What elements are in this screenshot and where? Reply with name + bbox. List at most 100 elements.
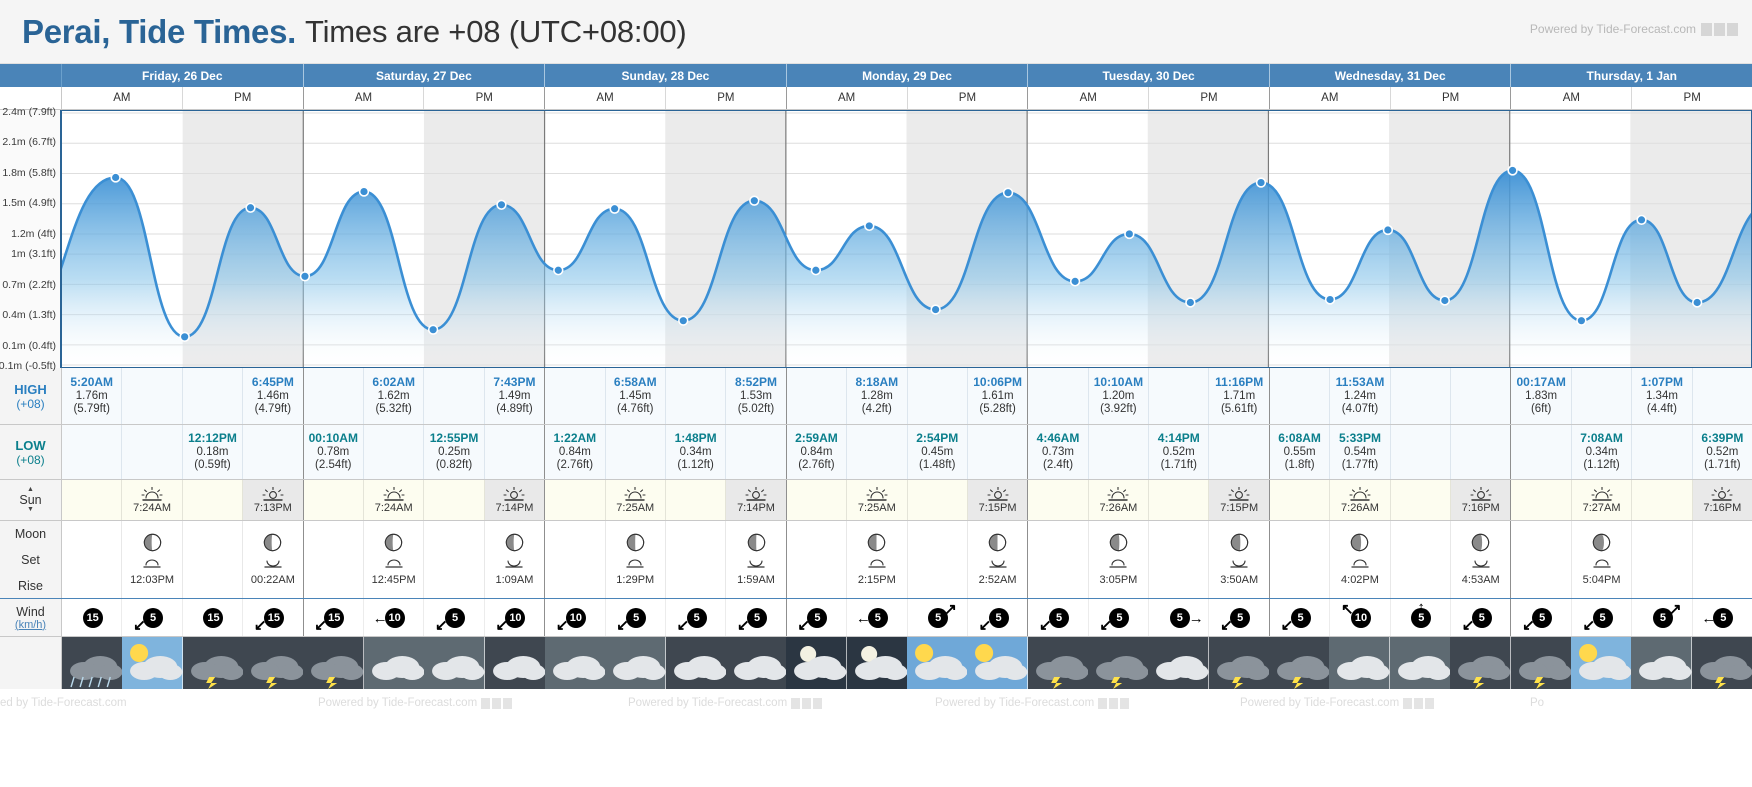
sun-cell-blank-5	[1390, 480, 1452, 520]
wind-badge: 5 ↙	[1583, 607, 1619, 633]
high-group-0: 5:20AM 1.76m (5.79ft) 6:45PM 1.46m (4.79ft)	[62, 368, 304, 424]
footer-watermark-2: Powered by Tide-Forecast.com	[628, 697, 823, 709]
high-time: 10:06PM	[973, 374, 1022, 389]
high-cell-2-2	[665, 368, 727, 424]
wind-cell-4-3: 5 ↙	[1209, 599, 1269, 636]
sun-group-6: 7:27AM 7:16PM	[1511, 480, 1752, 520]
high-feet: (4.89ft)	[496, 402, 533, 415]
high-feet: (5.61ft)	[1220, 402, 1258, 415]
ampm-cell-am-4: AM	[1028, 87, 1150, 109]
moon-group-4: 3:05PM 3:50AM	[1028, 521, 1270, 598]
moon-phase-icon	[1109, 533, 1128, 555]
weather-tile-cloudy-night	[665, 637, 726, 689]
high-group-1: 6:02AM 1.62m (5.32ft) 7:43PM 1.49m (4.89ft)	[303, 368, 546, 424]
y-axis-tick-2: 1.8m (5.8ft)	[2, 166, 56, 179]
low-group-3: 2:59AM 0.84m (2.76ft) 2:54PM 0.45m (1.48ft)	[786, 425, 1029, 479]
wind-unit-link[interactable]: (km/h)	[14, 618, 47, 631]
high-cell-0-1	[122, 368, 183, 424]
sun-cell-blank-0	[62, 480, 123, 520]
sun-cell-set-4: 7:15PM	[1209, 480, 1269, 520]
low-feet: (1.8ft)	[1284, 458, 1315, 471]
wind-direction-ne-icon: ↗	[944, 600, 957, 618]
high-feet: (4.76ft)	[617, 402, 654, 415]
high-feet: (5.79ft)	[73, 402, 110, 415]
wind-badge: 10 ←	[373, 607, 411, 629]
moon-cell-5-2	[1390, 521, 1452, 598]
wind-cell-1-2: 5 ↙	[424, 599, 485, 636]
high-group-4: 10:10AM 1.20m (3.92ft) 11:16PM 1.71m (5.61ft)	[1028, 368, 1270, 424]
wind-group-3: 5 ↙ 5 ← 5 ↗ 5 ↙	[786, 599, 1029, 636]
wind-direction-w-icon: ←	[1701, 609, 1717, 627]
weather-tile-cloudy	[1389, 637, 1451, 689]
wind-speed-value: 5	[988, 607, 1009, 628]
high-group-2: 6:58AM 1.45m (4.76ft) 8:52PM 1.53m (5.02ft)	[545, 368, 787, 424]
weather-tile-storm-night	[1027, 637, 1089, 689]
weather-tile-storm-night	[1450, 637, 1511, 689]
sun-cell-set-5: 7:16PM	[1451, 480, 1511, 520]
sunrise-icon	[1107, 485, 1129, 502]
low-cell-5-2	[1390, 425, 1452, 479]
high-meters: 1.62m	[377, 389, 410, 402]
ampm-cell-pm-5: PM	[1441, 92, 1460, 104]
low-feet: (1.77ft)	[1341, 458, 1379, 471]
wind-cell-6-2: 5 ↗	[1632, 599, 1693, 636]
moon-cell-0-0	[62, 521, 123, 598]
high-meters: 1.46m	[256, 389, 289, 402]
sunrise-icon	[383, 485, 405, 502]
sun-cell-blank-6	[1511, 480, 1572, 520]
wind-group-5: 5 ↙ 10 ↖ 5 ↑ 5 ↙	[1269, 599, 1512, 636]
ampm-cell-am-0: AM	[62, 87, 183, 109]
high-time: 1:07PM	[1640, 374, 1683, 389]
weather-tile-storm-night	[1691, 637, 1752, 689]
wind-cell-4-0: 5 ↙	[1028, 599, 1089, 636]
wind-badge: 10 ↙	[495, 607, 531, 633]
weather-tile-cloudy	[605, 637, 666, 689]
wind-direction-sw-icon: ↙	[435, 616, 448, 634]
wind-badge: 5 ↙	[979, 607, 1015, 633]
moon-group-2: 1:29PM 1:59AM	[545, 521, 787, 598]
moon-time: 4:02PM	[1341, 574, 1379, 586]
low-feet: (1.71ft)	[1704, 458, 1741, 471]
sunset-icon	[987, 485, 1009, 502]
high-meters: 1.61m	[981, 389, 1014, 402]
low-cell-4-0: 4:46AM 0.73m (2.4ft)	[1028, 425, 1089, 479]
moon-time: 5:04PM	[1582, 574, 1621, 586]
high-cell-3-2	[907, 368, 968, 424]
y-axis-tick-8: 0.1m (0.4ft)	[2, 339, 56, 352]
footer-watermark-text: ed by Tide-Forecast.com	[0, 697, 127, 709]
moon-phase-icon	[384, 533, 403, 555]
wind-speed-value: 10	[384, 607, 405, 628]
wind-badge: 5 ↙	[1522, 607, 1558, 633]
moon-time: 1:59AM	[737, 574, 775, 586]
low-tide-row: LOW (+08) 12:12PM 0.18m (0.59ft) 00:10AM 0.7…	[0, 425, 1752, 480]
day-header-2: Sunday, 28 Dec	[545, 64, 787, 87]
ampm-cell-am-6: AM	[1511, 87, 1633, 109]
moonset-arc-icon	[1349, 556, 1371, 573]
low-cell-4-3	[1209, 425, 1269, 479]
low-time: 00:10AM	[308, 430, 358, 445]
low-time: 2:54PM	[916, 430, 959, 445]
watermark-bars-icon	[1701, 22, 1738, 36]
wind-direction-ne-icon: ↗	[1668, 600, 1682, 618]
moonset-arc-icon	[624, 556, 646, 573]
wind-cell-5-2: 5 ↑	[1390, 599, 1452, 636]
sun-cell-blank-5	[1269, 480, 1331, 520]
sun-cell-set-6: 7:16PM	[1692, 480, 1752, 520]
sun-cell-set-1: 7:14PM	[484, 480, 545, 520]
wind-speed-value: 5	[928, 607, 949, 628]
low-cell-6-3: 6:39PM 0.52m (1.71ft)	[1692, 425, 1752, 479]
low-group-1: 00:10AM 0.78m (2.54ft) 12:55PM 0.25m (0.82ft)	[303, 425, 546, 479]
sunrise-time: 7:24AM	[374, 501, 413, 514]
sun-row: ▲ Sun ▼ 7:24AM 7:13PM 7:24AM 7:14PM 7:25AM 7:…	[0, 480, 1752, 521]
high-cell-0-0: 5:20AM 1.76m (5.79ft)	[62, 368, 123, 424]
moon-cell-3-0	[786, 521, 848, 598]
tide-chart: 2.4m (7.9ft) 2.1m (6.7ft) 1.8m (5.8ft) 1.5m…	[0, 106, 1752, 372]
wind-cell-5-0: 5 ↙	[1269, 599, 1331, 636]
high-meters: 1.49m	[498, 389, 531, 402]
high-time: 00:17AM	[1516, 374, 1566, 389]
moon-label-text: Moon	[14, 526, 47, 541]
footer-watermark-text: Powered by Tide-Forecast.com	[318, 697, 478, 709]
weather-tile-storm-night	[182, 637, 244, 689]
sun-group-5: 7:26AM 7:16PM	[1269, 480, 1512, 520]
